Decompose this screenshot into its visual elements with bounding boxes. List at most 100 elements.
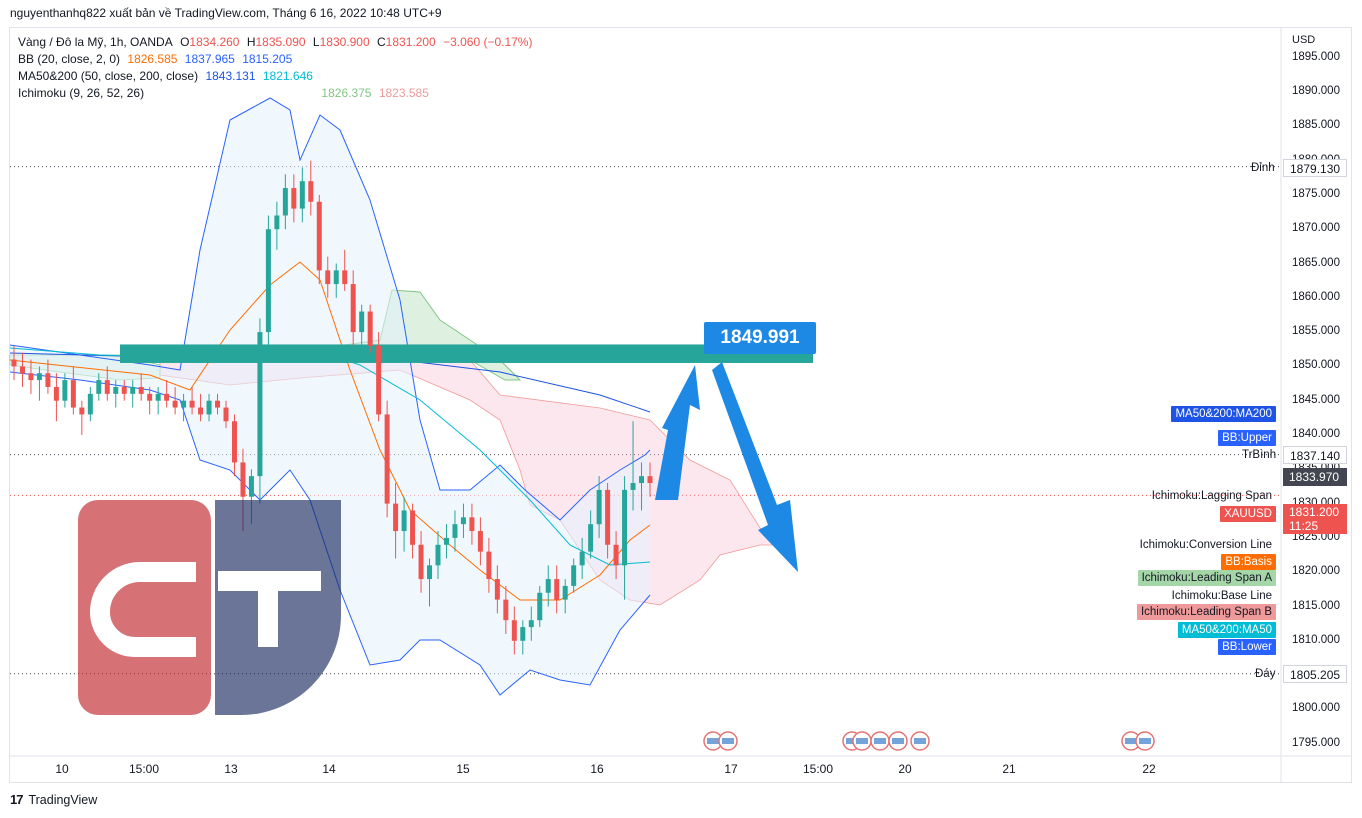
resistance-zone (120, 344, 813, 363)
candle-body (291, 188, 297, 209)
mid-level-name: TrBình (1242, 449, 1277, 461)
event-flag-stripe (892, 738, 904, 744)
low-level-price: 1805.205 (1283, 665, 1347, 683)
up-arrow (655, 365, 700, 500)
high-level-name: Đỉnh (1251, 162, 1275, 174)
tag-base-line: Ichimoku:Base Line (1171, 590, 1272, 602)
candle-body (282, 188, 288, 216)
bb-lower-line (9, 371, 651, 696)
time-tick-label: 17 (724, 762, 738, 776)
candle-body (647, 476, 653, 484)
bb-lower-value: 1815.205 (242, 52, 293, 66)
bb-basis-value: 1826.585 (127, 52, 178, 66)
event-flag-stripe (722, 738, 734, 744)
candle-body (359, 311, 365, 333)
time-tick-label: 20 (898, 762, 912, 776)
change-value: −3.060 (−0.17%) (443, 35, 533, 49)
current-dark-price: 1833.970 (1283, 468, 1347, 486)
candle-body (469, 517, 475, 532)
candle-body (189, 400, 195, 408)
candle-body (367, 311, 373, 346)
footer-brand: TradingView (28, 792, 98, 807)
bb-fill (10, 98, 650, 695)
price-tick-label: 1810.000 (1292, 633, 1340, 646)
price-tick-label: 1820.000 (1292, 565, 1340, 578)
candle-body (53, 386, 59, 401)
price-tick-label: 1865.000 (1292, 256, 1340, 269)
candle-body (528, 620, 534, 628)
candle-body (45, 373, 51, 387)
candle-body (452, 524, 458, 538)
candle-body (333, 270, 339, 285)
candle-body (630, 483, 636, 490)
candle-body (96, 380, 102, 394)
time-tick-label: 22 (1142, 762, 1156, 776)
high-level-price: 1879.130 (1283, 159, 1347, 177)
candle-body (520, 627, 526, 641)
price-tick-label: 1840.000 (1292, 428, 1340, 440)
price-tick-label: 1875.000 (1292, 187, 1340, 200)
candle-body (215, 400, 221, 408)
price-tick-label: 1885.000 (1292, 119, 1340, 132)
candle-body (639, 476, 645, 484)
target-price-callout[interactable]: 1849.991 (704, 322, 816, 354)
chart-frame (9, 27, 1352, 783)
candle-body (596, 489, 602, 525)
down-arrow (712, 362, 798, 572)
legend-symbol-row: Vàng / Đô la Mỹ, 1h, OANDA O1834.260 H18… (18, 35, 533, 49)
tag-bb-lower: BB:Lower (1218, 639, 1276, 655)
bb-indicator-name: BB (20, close, 2, 0) (18, 52, 121, 66)
tag-conversion-line: Ichimoku:Conversion Line (1139, 539, 1272, 551)
time-tick-label: 15:00 (128, 762, 160, 776)
candle-body (545, 579, 551, 593)
candle-body (79, 407, 85, 415)
legend-bb-row[interactable]: BB (20, close, 2, 0) 1826.585 1837.965 1… (18, 52, 296, 66)
candle-body (325, 270, 331, 285)
tag-lagging-span: Ichimoku:Lagging Span (1151, 490, 1272, 502)
candle-body (342, 270, 348, 285)
ma50-value: 1821.646 (262, 69, 313, 83)
event-flag-stripe (846, 738, 858, 744)
price-tick-label: 1815.000 (1292, 599, 1340, 612)
last-price-label: 1831.200 11:25 (1283, 504, 1347, 534)
candle-body (240, 462, 246, 497)
ct-logo-watermark (78, 500, 341, 715)
event-flag-stripe (1139, 738, 1151, 744)
tag-ma200: MA50&200:MA200 (1171, 406, 1276, 422)
tag-span-a: Ichimoku:Leading Span A (1137, 570, 1276, 586)
legend-ma-row[interactable]: MA50&200 (50, close, 200, close) 1843.13… (18, 69, 317, 83)
event-flag-stripe (856, 738, 868, 744)
price-tick-label: 1850.000 (1292, 359, 1340, 372)
price-tick-label: 1855.000 (1292, 325, 1340, 338)
candle-body (299, 181, 305, 209)
symbol-name: Vàng / Đô la Mỹ, 1h, OANDA (18, 35, 173, 49)
candle-body (198, 407, 204, 415)
event-flag-stripe (707, 738, 719, 744)
span-a-value: 1826.375 (321, 86, 372, 100)
candle-body (554, 579, 560, 600)
legend-ichimoku-row[interactable]: Ichimoku (9, 26, 52, 26) 1826.375 1823.5… (18, 86, 433, 100)
tag-ma50: MA50&200:MA50 (1177, 622, 1276, 638)
candle-body (427, 565, 433, 580)
candle-body (36, 373, 42, 381)
candle-body (350, 284, 356, 333)
candle-body (537, 592, 543, 621)
candle-body (460, 517, 466, 525)
candle-body (248, 476, 254, 497)
candle-body (435, 544, 441, 566)
candle-body (121, 386, 127, 394)
candle-body (147, 393, 153, 401)
time-tick-label: 16 (590, 762, 604, 776)
tag-span-b: Ichimoku:Leading Span B (1136, 604, 1276, 620)
candle-body (231, 421, 237, 463)
candle-body (308, 181, 314, 202)
candle-body (130, 386, 136, 394)
candle-body (393, 503, 399, 532)
price-tick-label: 1800.000 (1292, 702, 1340, 715)
candle-body (579, 551, 585, 566)
tag-bb-upper: BB:Upper (1218, 430, 1276, 446)
candle-body (571, 565, 577, 586)
time-tick-label: 21 (1002, 762, 1016, 776)
candle-body (486, 551, 492, 580)
